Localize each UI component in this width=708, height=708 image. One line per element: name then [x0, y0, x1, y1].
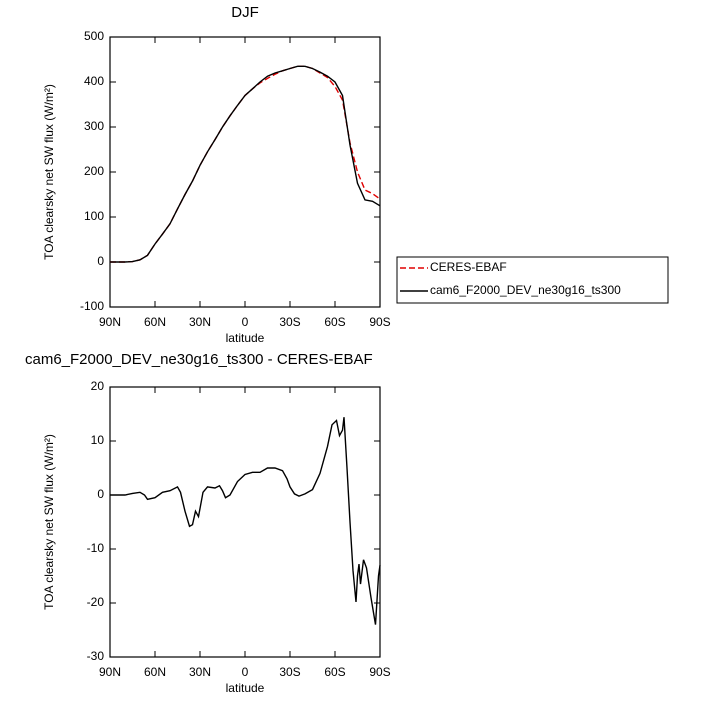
y-tick-label: 10	[91, 433, 105, 447]
x-tick-label: 0	[242, 315, 249, 329]
data-line	[110, 65, 381, 263]
y-tick-label: 0	[97, 487, 104, 501]
y-tick-label: 300	[84, 119, 104, 133]
x-tick-label: 30S	[279, 315, 300, 329]
x-tick-label: 60S	[324, 315, 345, 329]
y-tick-label: 200	[84, 164, 104, 178]
legend-box	[396, 256, 669, 304]
x-tick-label: 90S	[369, 315, 390, 329]
x-tick-label: 60S	[324, 665, 345, 679]
y-tick-label: 400	[84, 74, 104, 88]
y-tick-label: -30	[87, 649, 105, 663]
chart-title: DJF	[231, 4, 259, 21]
x-tick-label: 90S	[369, 665, 390, 679]
y-axis-label: TOA clearsky net SW flux (W/m²)	[42, 84, 56, 260]
x-tick-label: 0	[242, 665, 249, 679]
legend-label: CERES-EBAF	[430, 260, 507, 274]
x-tick-label: 60N	[144, 315, 166, 329]
y-tick-label: -20	[87, 595, 105, 609]
data-line	[110, 417, 381, 625]
plot-frame	[109, 386, 381, 658]
x-tick-label: 60N	[144, 665, 166, 679]
x-axis-label: latitude	[226, 681, 265, 695]
x-tick-label: 30S	[279, 665, 300, 679]
y-tick-label: 500	[84, 29, 104, 43]
y-tick-label: 100	[84, 209, 104, 223]
x-axis-label: latitude	[226, 331, 265, 345]
legend-label: cam6_F2000_DEV_ne30g16_ts300	[430, 283, 621, 297]
y-tick-label: 20	[91, 379, 105, 393]
x-tick-label: 90N	[99, 315, 121, 329]
chart-title: cam6_F2000_DEV_ne30g16_ts300 - CERES-EBA…	[25, 351, 373, 368]
y-axis-label: TOA clearsky net SW flux (W/m²)	[42, 434, 56, 610]
y-tick-label: 0	[97, 254, 104, 268]
x-tick-label: 90N	[99, 665, 121, 679]
x-tick-label: 30N	[189, 315, 211, 329]
y-tick-label: -100	[80, 299, 104, 313]
plot-frame	[109, 36, 381, 308]
x-tick-label: 30N	[189, 665, 211, 679]
y-tick-label: -10	[87, 541, 105, 555]
